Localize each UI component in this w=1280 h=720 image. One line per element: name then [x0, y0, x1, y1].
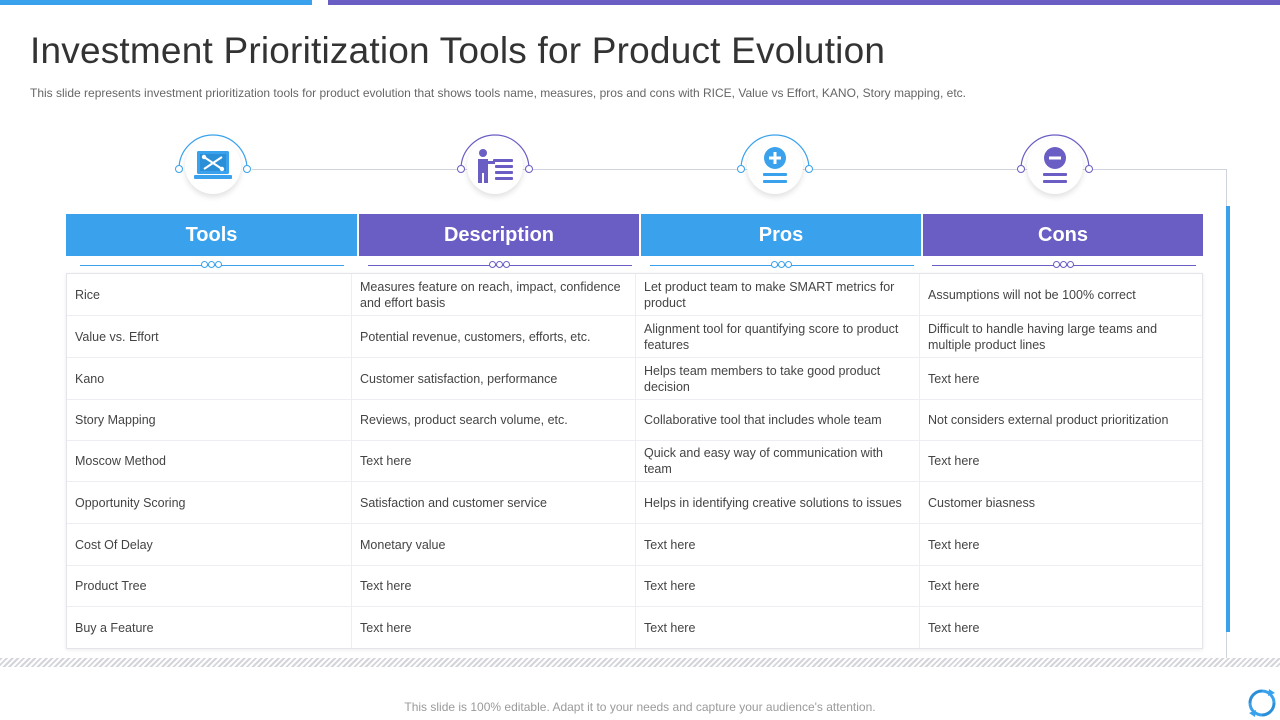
cell-cons: Customer biasness: [919, 482, 1202, 523]
cell-tool: Rice: [75, 287, 101, 302]
header-divider-description: [368, 260, 632, 270]
cell-description: Monetary value: [351, 524, 635, 565]
badge-arc: [460, 134, 530, 170]
header-divider-cons: [932, 260, 1196, 270]
cell-description: Reviews, product search volume, etc.: [351, 400, 635, 440]
cell-description: Satisfaction and customer service: [351, 482, 635, 523]
cell-tool: Buy a Feature: [75, 620, 154, 635]
table-row: Story Mapping Reviews, product search vo…: [67, 400, 1202, 441]
cons-icon-badge: [1017, 128, 1093, 204]
page-subtitle: This slide represents investment priorit…: [30, 86, 966, 100]
table-row: Opportunity Scoring Satisfaction and cus…: [67, 482, 1202, 524]
description-icon-badge: [457, 128, 533, 204]
cell-cons: Text here: [919, 566, 1202, 606]
plus-circle-icon: [747, 138, 803, 194]
cell-description: Text here: [351, 607, 635, 648]
cell-pros: Helps team members to take good product …: [635, 358, 919, 399]
cell-tool: Story Mapping: [75, 413, 156, 427]
badge-dot-right: [805, 165, 813, 173]
cell-pros: Text here: [635, 524, 919, 565]
cell-pros: Quick and easy way of communication with…: [635, 441, 919, 481]
badge-dot-left: [175, 165, 183, 173]
cell-pros: Text here: [635, 607, 919, 648]
top-accent-bar-blue: [0, 0, 312, 5]
top-accent-bar-purple: [328, 0, 1280, 5]
table-row: Buy a Feature Text here Text here Text h…: [67, 607, 1202, 648]
cell-cons: Assumptions will not be 100% correct: [919, 274, 1202, 315]
cell-cons: Not considers external product prioritiz…: [919, 400, 1202, 440]
cell-cons: Text here: [919, 441, 1202, 481]
table-row: Rice Measures feature on reach, impact, …: [67, 274, 1202, 316]
tools-icon-badge: [175, 128, 251, 204]
footer-note: This slide is 100% editable. Adapt it to…: [404, 700, 876, 714]
right-accent-bar: [1226, 206, 1230, 632]
pros-icon-badge: [737, 128, 813, 204]
cell-pros: Collaborative tool that includes whole t…: [635, 400, 919, 440]
badge-dot-left: [1017, 165, 1025, 173]
refresh-cycle-icon: [1248, 689, 1276, 717]
cell-cons: Text here: [919, 607, 1202, 648]
table-row: Kano Customer satisfaction, performance …: [67, 358, 1202, 400]
cell-pros: Helps in identifying creative solutions …: [635, 482, 919, 523]
cell-description: Customer satisfaction, performance: [351, 358, 635, 399]
badge-arc: [1020, 134, 1090, 170]
table-row: Product Tree Text here Text here Text he…: [67, 566, 1202, 607]
header-cons: Cons: [923, 214, 1203, 256]
cell-description: Text here: [351, 566, 635, 606]
badge-arc: [178, 134, 248, 170]
cell-pros: Text here: [635, 566, 919, 606]
cell-pros: Alignment tool for quantifying score to …: [635, 316, 919, 357]
header-description: Description: [359, 214, 639, 256]
badge-dot-right: [525, 165, 533, 173]
cell-cons: Text here: [919, 524, 1202, 565]
badge-dot-right: [1085, 165, 1093, 173]
cell-tool: Product Tree: [75, 579, 147, 593]
badge-arc: [740, 134, 810, 170]
cell-tool: Kano: [75, 371, 105, 386]
cell-cons: Difficult to handle having large teams a…: [919, 316, 1202, 357]
cell-description: Potential revenue, customers, efforts, e…: [351, 316, 635, 357]
badge-dot-right: [243, 165, 251, 173]
header-pros: Pros: [641, 214, 921, 256]
badge-dot-left: [457, 165, 465, 173]
table-row: Cost Of Delay Monetary value Text here T…: [67, 524, 1202, 566]
badge-dot-left: [737, 165, 745, 173]
cell-tool: Moscow Method: [75, 454, 167, 468]
cell-description: Measures feature on reach, impact, confi…: [351, 274, 635, 315]
cell-cons: Text here: [919, 358, 1202, 399]
page-title: Investment Prioritization Tools for Prod…: [30, 30, 886, 71]
header-divider-tools: [80, 260, 344, 270]
table-row: Moscow Method Text here Quick and easy w…: [67, 441, 1202, 482]
cell-tool: Cost Of Delay: [75, 537, 153, 552]
header-divider-pros: [650, 260, 914, 270]
table-row: Value vs. Effort Potential revenue, cust…: [67, 316, 1202, 358]
cell-tool: Value vs. Effort: [75, 329, 159, 344]
minus-circle-icon: [1027, 138, 1083, 194]
cell-description: Text here: [351, 441, 635, 481]
cell-tool: Opportunity Scoring: [75, 495, 186, 510]
cell-pros: Let product team to make SMART metrics f…: [635, 274, 919, 315]
header-tools: Tools: [66, 214, 357, 256]
laptop-tools-icon: [185, 138, 241, 194]
presenter-list-icon: [467, 138, 523, 194]
hatched-footer-band: [0, 658, 1280, 667]
prioritization-table: Rice Measures feature on reach, impact, …: [66, 273, 1203, 649]
